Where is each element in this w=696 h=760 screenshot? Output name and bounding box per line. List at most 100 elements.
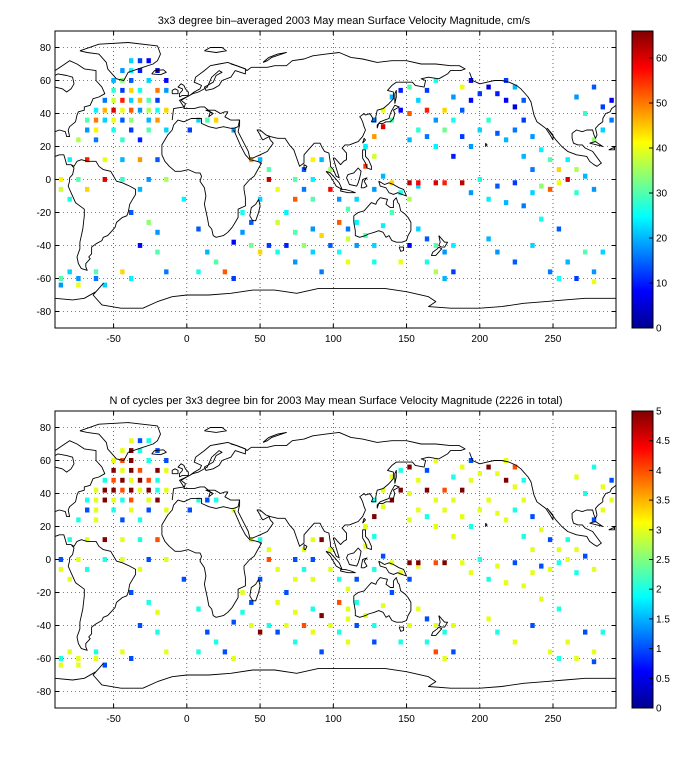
- data-cell: [266, 243, 272, 248]
- data-cell: [547, 537, 553, 543]
- data-cell: [102, 282, 107, 288]
- coastline: [398, 246, 405, 252]
- data-cell: [363, 543, 368, 549]
- data-cell: [372, 639, 377, 645]
- data-cell: [591, 649, 597, 655]
- data-cell: [433, 623, 438, 628]
- data-cell: [196, 649, 201, 655]
- data-cell: [424, 616, 430, 622]
- colorbar-tick-label: 4: [656, 466, 662, 477]
- data-cell: [424, 514, 430, 520]
- data-cell: [503, 78, 509, 83]
- data-cell: [196, 226, 201, 232]
- data-cell: [451, 269, 456, 275]
- data-cell: [600, 127, 605, 133]
- coastline: [438, 235, 449, 248]
- coastline: [430, 246, 443, 256]
- data-cell: [310, 226, 315, 232]
- data-cell: [257, 629, 263, 635]
- data-cell: [398, 259, 403, 265]
- data-cell: [600, 104, 605, 110]
- data-cell: [521, 497, 526, 503]
- coastline: [161, 441, 262, 618]
- x-tick-label: 100: [325, 714, 342, 725]
- coastline: [398, 626, 405, 632]
- data-cell: [468, 570, 474, 576]
- data-cell: [451, 623, 456, 628]
- data-cell: [213, 259, 219, 265]
- data-cell: [416, 507, 421, 513]
- data-cell: [433, 458, 438, 463]
- data-cell: [530, 514, 535, 520]
- data-cell: [512, 639, 518, 645]
- data-cell: [389, 590, 395, 595]
- data-cell: [521, 117, 526, 123]
- data-cell: [583, 491, 588, 496]
- coastline: [469, 72, 617, 167]
- velocity-magnitude-map: 3x3 degree bin–averaged 2003 May mean Su…: [37, 15, 668, 345]
- data-cell: [547, 649, 553, 655]
- data-cell: [146, 487, 151, 493]
- data-cell: [328, 623, 333, 628]
- data-cell: [407, 464, 412, 470]
- data-cell: [521, 203, 526, 209]
- data-cell: [495, 249, 500, 255]
- data-cell: [120, 157, 125, 163]
- data-cell: [591, 137, 597, 143]
- data-cell: [249, 243, 254, 248]
- coastline: [485, 142, 488, 147]
- data-cell: [76, 137, 81, 143]
- data-cell: [424, 259, 430, 265]
- coastline: [54, 440, 106, 518]
- data-cell: [257, 576, 263, 582]
- data-cell: [111, 458, 116, 463]
- coastline: [177, 83, 189, 98]
- data-cell: [372, 243, 377, 248]
- gridlines: [55, 411, 616, 708]
- data-cell: [574, 167, 579, 172]
- data-cell: [301, 243, 307, 248]
- data-cell: [231, 656, 236, 661]
- data-cell: [257, 249, 263, 255]
- data-cell: [111, 117, 116, 123]
- data-cell: [310, 196, 315, 202]
- data-cell: [530, 243, 535, 248]
- data-cell: [547, 157, 553, 163]
- y-axis-ticks: -80 -60 -40 -20 0 20 40 60 80: [37, 43, 616, 318]
- data-cell: [460, 107, 465, 113]
- data-cell: [310, 177, 315, 182]
- data-cell: [468, 144, 474, 149]
- data-cell: [205, 249, 210, 255]
- data-cell: [591, 84, 597, 90]
- x-tick-label: 250: [545, 714, 562, 725]
- data-cell: [486, 464, 491, 470]
- data-cell: [539, 527, 544, 533]
- data-cell: [146, 177, 151, 182]
- data-cell: [398, 107, 403, 113]
- data-cell: [424, 87, 430, 93]
- data-cell: [93, 487, 99, 493]
- colorbar-tick-label: 20: [656, 234, 668, 245]
- data-cell: [85, 186, 90, 192]
- data-cell: [155, 497, 160, 503]
- y-tick-label: 20: [40, 522, 52, 533]
- data-cell: [468, 78, 474, 83]
- data-cell: [345, 259, 351, 265]
- data-cell: [319, 613, 324, 619]
- data-cell: [354, 623, 359, 628]
- data-cell: [293, 259, 298, 265]
- data-cell: [111, 507, 116, 513]
- data-cell: [58, 282, 64, 288]
- data-cell: [213, 639, 219, 645]
- data-cell: [407, 196, 412, 202]
- data-cell: [468, 477, 474, 483]
- data-cell: [67, 269, 72, 275]
- data-cell: [477, 91, 482, 97]
- data-cell: [380, 107, 386, 113]
- data-cell: [451, 243, 456, 248]
- data-cell: [293, 609, 298, 615]
- data-cell: [547, 186, 553, 192]
- colorbar-ticks: 0 10 20 30 40 50 60: [649, 54, 668, 335]
- y-tick-label: 80: [40, 423, 52, 434]
- data-cell: [293, 196, 298, 202]
